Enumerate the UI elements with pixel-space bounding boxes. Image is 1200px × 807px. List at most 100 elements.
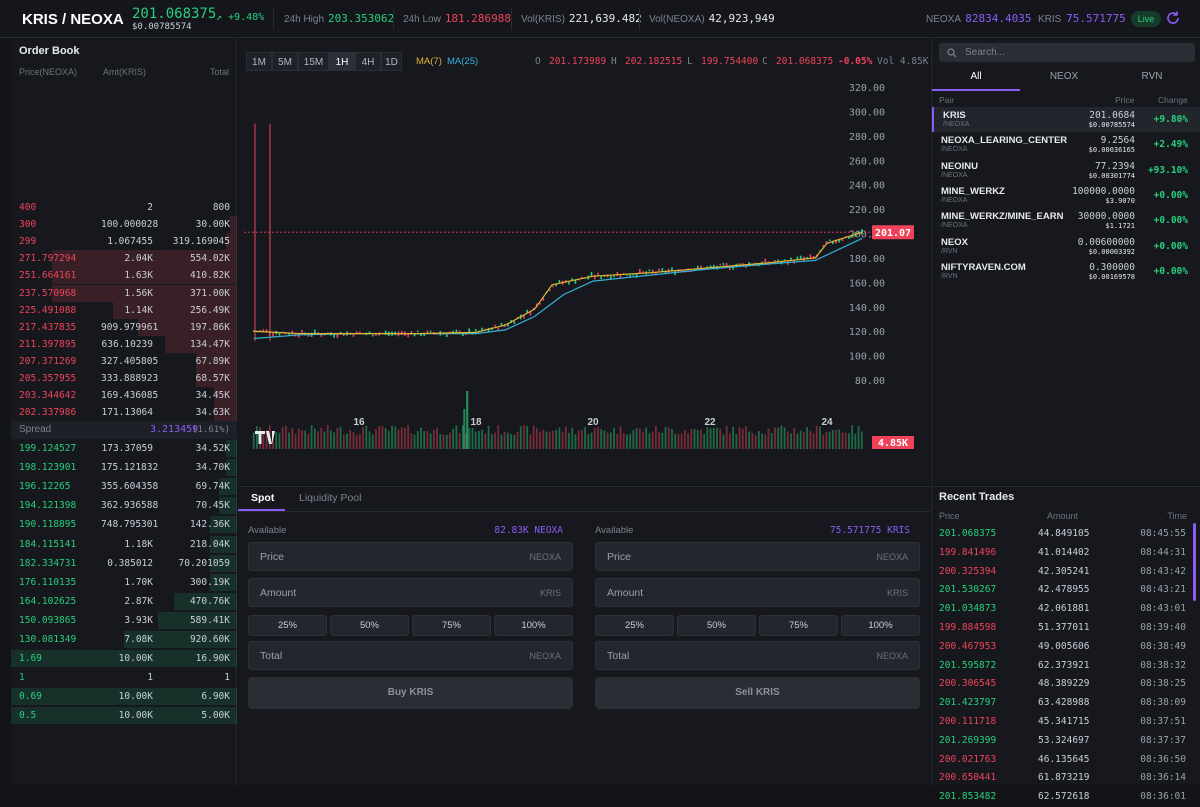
tab-spot[interactable]: Spot <box>251 492 275 504</box>
percent-button-50[interactable]: 50% <box>677 615 756 636</box>
pair-title[interactable]: KRIS / NEOXA <box>22 11 124 28</box>
volume-bar <box>468 427 471 449</box>
ask-row[interactable]: 400 2 800 <box>11 199 237 216</box>
bid-row[interactable]: 184.115141 1.18K 218.04K <box>11 535 237 553</box>
bid-row[interactable]: 130.081349 7.08K 920.60K <box>11 631 237 648</box>
market-row[interactable]: MINE_WERKZ/NEOXA 100000.0000 $3.9070 +0.00% <box>932 183 1200 208</box>
market-tab-rvn[interactable]: RVN <box>1141 71 1163 82</box>
tab-liquidity-pool[interactable]: Liquidity Pool <box>299 492 362 504</box>
timeframe-4h[interactable]: 4H <box>355 52 381 71</box>
volume-bar <box>545 431 548 449</box>
market-row[interactable]: MINE_WERKZ/MINE_EARN/NEOXA 30000.0000 $1.1… <box>932 208 1200 233</box>
bid-row[interactable]: 199.124527 173.37059 34.52K <box>11 440 237 457</box>
volume-bar <box>664 426 667 449</box>
volume-bar <box>413 434 416 449</box>
amount-input[interactable]: Amount KRIS <box>248 578 573 607</box>
percent-button-50[interactable]: 50% <box>330 615 409 636</box>
ask-price: 251.664161 <box>19 270 77 282</box>
timeframe-1h[interactable]: 1H <box>329 52 355 71</box>
buy-button[interactable]: Buy KRIS <box>248 677 573 709</box>
scrollbar[interactable] <box>1193 523 1196 601</box>
sell-button[interactable]: Sell KRIS <box>595 677 920 709</box>
price-input[interactable]: Price NEOXA <box>595 542 920 571</box>
total-input[interactable]: Total NEOXA <box>248 641 573 670</box>
refresh-icon[interactable] <box>1165 10 1181 26</box>
percent-button-75[interactable]: 75% <box>412 615 491 636</box>
depth-bar <box>164 335 237 353</box>
percent-button-100[interactable]: 100% <box>494 615 573 636</box>
search-input[interactable] <box>965 43 1185 62</box>
timeframe-5m[interactable]: 5M <box>272 52 298 71</box>
bid-row[interactable]: 1 1 1 <box>11 669 237 686</box>
bid-price: 182.334731 <box>19 557 77 569</box>
candle <box>790 257 792 260</box>
volume-bar <box>764 434 767 449</box>
market-row[interactable]: NIFTYRAVEN.COM/RVN 0.300000 $0.00169578 +0.… <box>932 259 1200 284</box>
volume-bar <box>416 431 419 449</box>
timeframe-1d[interactable]: 1D <box>381 52 402 71</box>
divider <box>238 511 930 512</box>
bid-row[interactable]: 194.121398 362.936588 70.45K <box>11 497 237 515</box>
volume-bar <box>838 429 841 449</box>
candle <box>455 329 458 333</box>
pair-quote: /RVN <box>941 272 958 280</box>
bid-row[interactable]: 190.118895 748.795301 142.36K <box>11 516 237 534</box>
timeframe-15m[interactable]: 15M <box>298 52 329 71</box>
ask-row[interactable]: 205.357955 333.888923 68.57K <box>11 370 237 387</box>
ask-row[interactable]: 211.397895 636.10239 134.47K <box>11 335 237 353</box>
total-input[interactable]: Total NEOXA <box>595 641 920 670</box>
volume-bar <box>793 427 796 449</box>
bid-amount: 3.93K <box>124 614 153 626</box>
market-row[interactable]: NEOXA_LEARING_CENTER/NEOXA 9.2564 $0.00036… <box>932 132 1200 157</box>
market-row[interactable]: KRIS/NEOXA 201.0684 $0.00785574 +9.80% <box>932 107 1200 132</box>
low-value: 199.754400 <box>701 56 759 67</box>
trend-up-icon: ↗ <box>216 12 223 23</box>
ask-row[interactable]: 202.337986 171.13064 34.63K <box>11 404 237 422</box>
ask-row[interactable]: 251.664161 1.63K 410.82K <box>11 267 237 285</box>
price-input[interactable]: Price NEOXA <box>248 542 573 571</box>
candle <box>420 334 422 337</box>
ask-row[interactable]: 300 100.000028 30.00K <box>11 216 237 234</box>
volume-bar <box>857 426 860 449</box>
candle <box>548 289 551 291</box>
ask-row[interactable]: 299 1.067455 319.169045 <box>11 233 237 251</box>
market-row[interactable]: NEOX/RVN 0.00600000 $0.00003392 +0.00% <box>932 234 1200 259</box>
ask-row[interactable]: 271.797294 2.04K 554.02K <box>11 250 237 268</box>
amount-unit: KRIS <box>539 588 561 598</box>
volume-bar <box>333 432 336 449</box>
search-box[interactable] <box>939 43 1195 62</box>
bid-row[interactable]: 182.334731 0.385012 70.201059 <box>11 554 237 572</box>
volume-bar <box>471 427 474 449</box>
bid-row[interactable]: 1.69 10.00K 16.90K <box>11 650 237 668</box>
timeframe-1m[interactable]: 1M <box>246 52 272 71</box>
percent-button-25[interactable]: 25% <box>595 615 674 636</box>
bid-row[interactable]: 0.5 10.00K 5.00K <box>11 707 237 725</box>
bid-row[interactable]: 164.102625 2.87K 470.76K <box>11 592 237 610</box>
candle <box>857 231 860 234</box>
ask-price: 300 <box>19 219 37 231</box>
ask-row[interactable]: 217.437835 909.979961 197.86K <box>11 318 237 336</box>
bid-row[interactable]: 196.12265 355.604358 69.74K <box>11 478 237 496</box>
ask-row[interactable]: 203.344642 169.436085 34.45K <box>11 387 237 405</box>
price-chart[interactable]: 320.00 300.00 280.00 260.00 240.00 220.00 200.… <box>238 79 930 479</box>
volume-bar <box>381 426 384 449</box>
volume-bar <box>841 432 844 449</box>
bid-row[interactable]: 0.69 10.00K 6.90K <box>11 688 237 706</box>
bid-row[interactable]: 176.110135 1.70K 300.19K <box>11 573 237 591</box>
ask-row[interactable]: 225.491088 1.14K 256.49K <box>11 301 237 319</box>
ask-row[interactable]: 207.371269 327.405805 67.89K <box>11 352 237 370</box>
percent-button-25[interactable]: 25% <box>248 615 327 636</box>
total-label: Total <box>260 650 283 662</box>
ask-row[interactable]: 237.570968 1.56K 371.00K <box>11 284 237 302</box>
market-row[interactable]: NEOINU/NEOXA 77.2394 $0.00301774 +93.10% <box>932 158 1200 183</box>
bid-row[interactable]: 150.093865 3.93K 589.41K <box>11 611 237 629</box>
candle <box>462 332 464 337</box>
market-tab-all[interactable]: All <box>932 70 1020 91</box>
market-tab-neox[interactable]: NEOX <box>1049 71 1079 82</box>
percent-button-75[interactable]: 75% <box>759 615 838 636</box>
pair-price: 0.300000 <box>1089 261 1135 273</box>
percent-button-100[interactable]: 100% <box>841 615 920 636</box>
amount-input[interactable]: Amount KRIS <box>595 578 920 607</box>
bid-row[interactable]: 198.123901 175.121832 34.70K <box>11 459 237 477</box>
volume-bar <box>716 427 718 449</box>
